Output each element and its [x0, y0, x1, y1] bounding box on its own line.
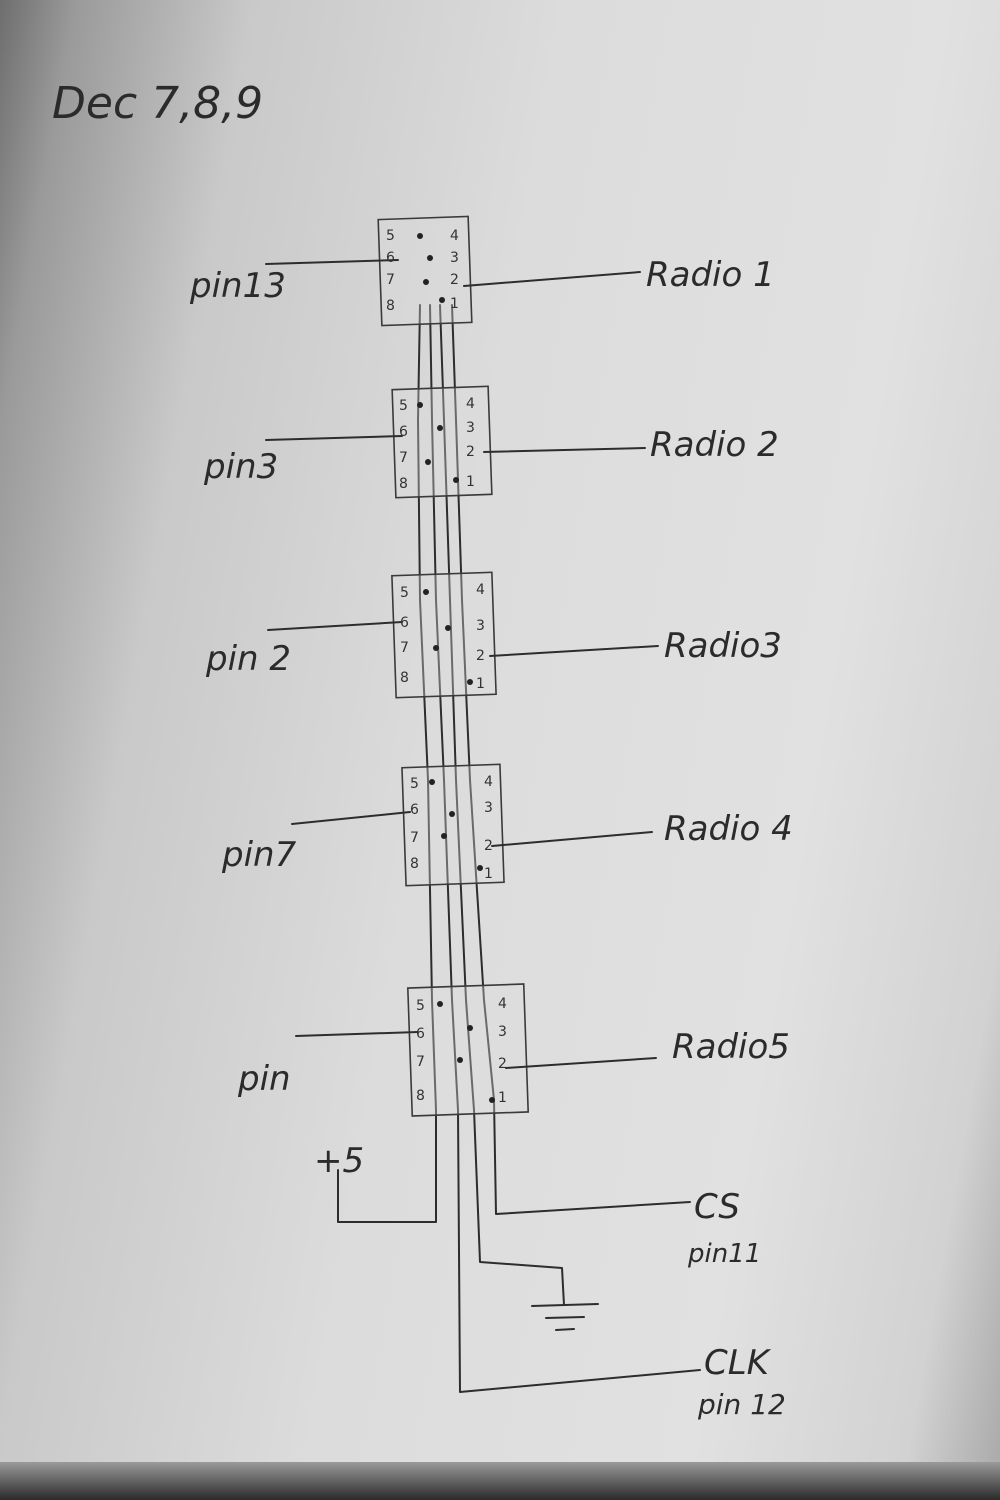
module-3-chip — [391, 571, 497, 699]
svg-text:5: 5 — [416, 998, 425, 1014]
module-3-pin-wire — [267, 621, 403, 631]
svg-text:4: 4 — [476, 582, 485, 598]
svg-text:2: 2 — [498, 1056, 507, 1072]
cs-label: CS — [694, 1187, 740, 1227]
module-2-chip — [391, 385, 493, 499]
svg-text:5: 5 — [386, 228, 395, 244]
svg-text:4: 4 — [498, 996, 507, 1012]
svg-text:6: 6 — [400, 615, 409, 631]
svg-text:8: 8 — [410, 856, 419, 872]
svg-text:6: 6 — [399, 424, 408, 440]
module-2-pin-label: pin3 — [203, 447, 278, 487]
bus-wires — [337, 304, 701, 1393]
module-2: 5 6 7 8 4 3 2 1 pin3 Radio 2 — [203, 385, 779, 499]
svg-text:5: 5 — [399, 398, 408, 414]
svg-text:1: 1 — [498, 1090, 507, 1106]
svg-text:7: 7 — [416, 1054, 425, 1070]
module-3-radio-wire — [489, 645, 659, 657]
clk-label: CLK — [704, 1343, 772, 1383]
module-5-chip — [406, 983, 530, 1117]
bus-wire-gnd — [439, 304, 565, 1306]
module-1: 5 6 7 8 4 3 2 1 pin13 Radio 1 — [189, 215, 775, 327]
svg-text:6: 6 — [386, 250, 395, 266]
bus-wire-clk — [429, 304, 701, 1393]
svg-text:7: 7 — [400, 640, 409, 656]
date-heading: Dec 7,8,9 — [52, 78, 263, 129]
module-4: 5 6 7 8 4 3 2 1 pin7 Radio 4 — [221, 763, 793, 887]
svg-text:3: 3 — [484, 800, 493, 816]
svg-text:3: 3 — [466, 420, 475, 436]
svg-text:8: 8 — [416, 1088, 425, 1104]
module-5-radio-wire — [505, 1057, 657, 1069]
svg-text:2: 2 — [466, 444, 475, 460]
module-5-pin-label: pin — [237, 1059, 291, 1099]
power-label: +5 — [314, 1141, 364, 1181]
ground-icon — [531, 1303, 599, 1331]
svg-text:3: 3 — [498, 1024, 507, 1040]
module-4-radio-wire — [491, 831, 653, 847]
svg-text:3: 3 — [476, 618, 485, 634]
svg-text:4: 4 — [484, 774, 493, 790]
module-2-radio-label: Radio 2 — [650, 425, 779, 465]
module-5-radio-label: Radio5 — [672, 1027, 790, 1067]
module-1-pin-wire — [265, 259, 399, 265]
cs-pin-label: pin11 — [687, 1239, 761, 1269]
svg-text:3: 3 — [450, 250, 459, 266]
bus-wire-cs — [451, 304, 691, 1215]
svg-text:4: 4 — [466, 396, 475, 412]
svg-text:5: 5 — [400, 585, 409, 601]
svg-text:1: 1 — [466, 474, 475, 490]
module-1-chip — [377, 215, 473, 327]
svg-text:8: 8 — [386, 298, 395, 314]
module-4-chip — [401, 763, 505, 887]
module-3-pin-label: pin 2 — [205, 639, 291, 679]
svg-text:8: 8 — [400, 670, 409, 686]
module-2-pin-wire — [265, 435, 403, 441]
module-2-radio-wire — [483, 447, 646, 453]
module-1-radio-label: Radio 1 — [646, 255, 775, 295]
svg-text:4: 4 — [450, 228, 459, 244]
svg-text:7: 7 — [410, 830, 419, 846]
svg-text:5: 5 — [410, 776, 419, 792]
svg-text:2: 2 — [476, 648, 485, 664]
module-5: 5 6 7 8 4 3 2 1 pin Radio5 — [237, 983, 790, 1117]
module-1-radio-wire — [463, 271, 641, 287]
module-3: 5 6 7 8 4 3 2 1 pin 2 Radio3 — [205, 571, 782, 699]
svg-text:6: 6 — [416, 1026, 425, 1042]
clk-pin-label: pin 12 — [697, 1388, 786, 1421]
svg-text:6: 6 — [410, 802, 419, 818]
svg-text:2: 2 — [450, 272, 459, 288]
module-1-pin-label: pin13 — [189, 266, 286, 306]
svg-text:1: 1 — [450, 296, 459, 312]
page-bottom-edge — [0, 1462, 1000, 1500]
svg-text:7: 7 — [386, 272, 395, 288]
svg-text:7: 7 — [399, 450, 408, 466]
svg-text:2: 2 — [484, 838, 493, 854]
bus-wire-vcc — [337, 304, 437, 1223]
svg-text:8: 8 — [399, 476, 408, 492]
module-4-pin-label: pin7 — [221, 835, 297, 875]
module-3-radio-label: Radio3 — [664, 626, 782, 666]
module-4-radio-label: Radio 4 — [664, 809, 793, 849]
module-5-pin-wire — [295, 1031, 419, 1037]
module-4-pin-wire — [291, 811, 411, 825]
svg-text:1: 1 — [484, 866, 493, 882]
svg-text:1: 1 — [476, 676, 485, 692]
